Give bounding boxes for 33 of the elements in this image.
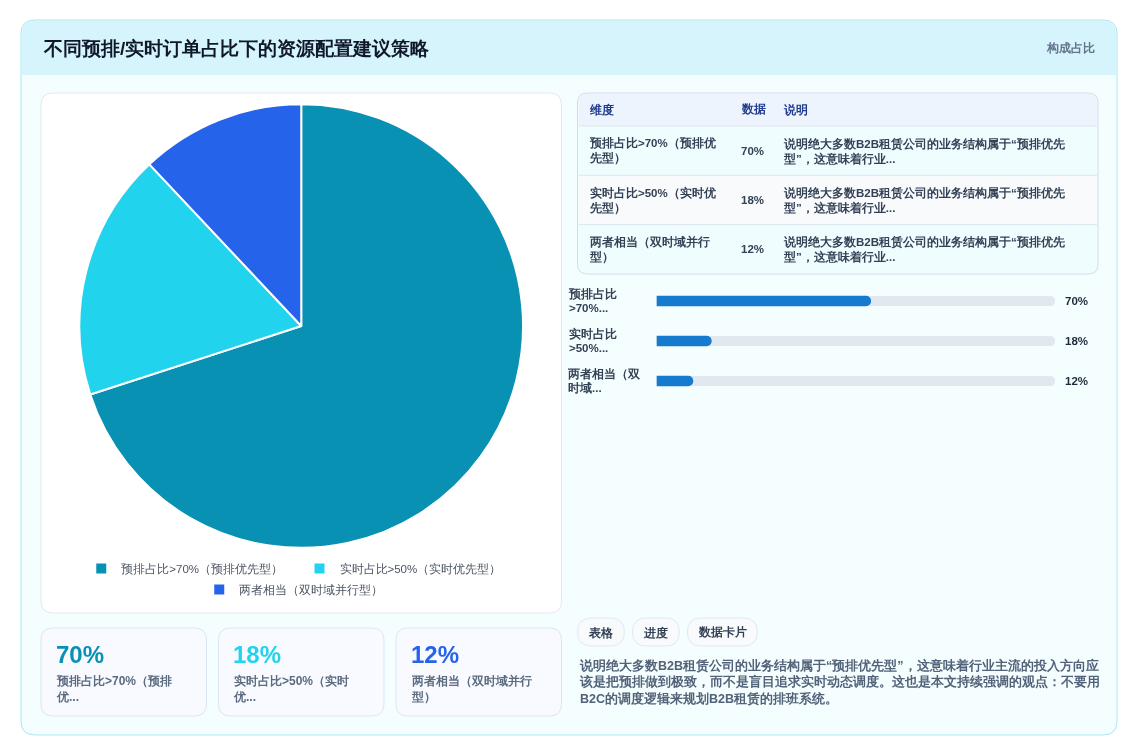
category-label: 两者相当（双时域并行型） xyxy=(590,236,710,263)
legend-label: 实时占比>50%（实时优先型） xyxy=(339,561,502,576)
category-label: 两者相当（双时域并行型） xyxy=(411,674,532,704)
text: 18% xyxy=(741,194,765,206)
y-tick-label: 实时占比>50%... xyxy=(569,326,617,355)
text: 不同预排/实时订单占比下的资源配置建议策略 xyxy=(43,37,431,59)
data-label: 12% xyxy=(1065,375,1089,387)
category-label: 实时占比>50%（实时优... xyxy=(233,674,350,704)
legend-label: 两者相当（双时域并行型） xyxy=(239,582,384,597)
category-label: 实时占比>50%（实时优先型） xyxy=(590,187,716,214)
legend-label: 预排占比>70%（预排优先型） xyxy=(121,562,283,576)
text: 70% xyxy=(56,641,105,668)
category-label: 预排占比>70%（预排优先型） xyxy=(590,137,716,164)
category-label: 维度 xyxy=(589,103,614,116)
category-label: 数据卡片 xyxy=(698,625,747,639)
text: 构成占比 xyxy=(1046,41,1095,55)
text: 18% xyxy=(233,641,282,668)
category-label: 数据 xyxy=(741,103,766,116)
text: 说明绝大多数B2B租赁公司的业务结构属于“预排优先型”，这意味着行业... xyxy=(784,236,1065,263)
text: 说明绝大多数B2B租赁公司的业务结构属于“预排优先型”，这意味着行业... xyxy=(784,138,1065,165)
y-tick-label: 两者相当（双时域... xyxy=(567,366,641,395)
text: 12% xyxy=(741,243,765,255)
category-label: 预排占比>70%（预排优... xyxy=(56,674,173,704)
text: 说明绝大多数B2B租赁公司的业务结构属于“预排优先型”，这意味着行业主流的投入方向应该是把预排做到极致，而不是盲目追求实时动态调度。这也是本文持续强调的观点：不要用B2C的调度逻辑来规划B2B租赁的排班系统。 xyxy=(579,658,1100,706)
y-tick-label: 预排占比>70%... xyxy=(568,286,617,315)
category-label: 进度 xyxy=(643,626,668,639)
data-label: 18% xyxy=(1065,335,1089,347)
text: 12% xyxy=(411,641,460,668)
text: 70% xyxy=(741,145,765,157)
text: 说明绝大多数B2B租赁公司的业务结构属于“预排优先型”，这意味着行业... xyxy=(784,187,1065,214)
category-label: 说明 xyxy=(783,103,808,116)
data-label: 70% xyxy=(1065,295,1089,307)
category-label: 表格 xyxy=(588,626,614,639)
